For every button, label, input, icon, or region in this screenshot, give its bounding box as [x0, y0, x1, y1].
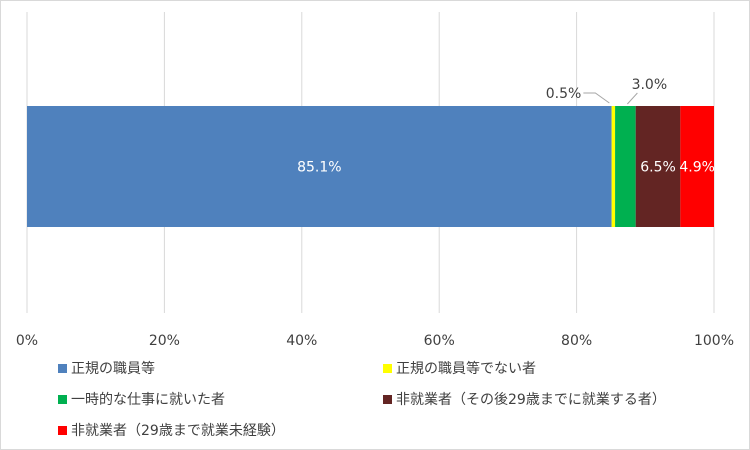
legend: 正規の職員等 正規の職員等でない者 一時的な仕事に就いた者 非就業者（その後29… — [58, 358, 738, 440]
legend-label-temporary: 一時的な仕事に就いた者 — [71, 392, 225, 408]
bar-segment — [615, 106, 636, 227]
legend-item-never-employed: 非就業者（29歳まで就業未経験） — [58, 420, 383, 440]
legend-swatch-temporary — [58, 394, 67, 404]
legend-swatch-never-employed — [58, 425, 67, 435]
legend-swatch-non-regular — [383, 363, 392, 373]
data-label: 0.5% — [546, 86, 582, 102]
data-label: 3.0% — [632, 77, 668, 93]
leader-line — [583, 92, 610, 104]
legend-item-non-employed-later: 非就業者（その後29歳までに就業する者） — [383, 389, 713, 409]
bar-segment — [680, 106, 714, 227]
legend-item-non-regular: 正規の職員等でない者 — [383, 358, 713, 378]
leader-line — [627, 92, 638, 105]
legend-label-non-employed-later: 非就業者（その後29歳までに就業する者） — [396, 392, 666, 408]
x-tick-label: 20% — [149, 333, 180, 349]
data-label: 85.1% — [297, 160, 341, 176]
legend-swatch-non-employed-later — [383, 394, 392, 404]
legend-swatch-regular — [58, 363, 67, 373]
legend-item-regular: 正規の職員等 — [58, 358, 383, 378]
x-tick-label: 0% — [16, 333, 38, 349]
x-tick-label: 80% — [561, 333, 592, 349]
bar-segment — [27, 106, 612, 227]
bar-segment — [611, 106, 616, 227]
x-tick-label: 60% — [424, 333, 455, 349]
x-tick-label: 40% — [286, 333, 317, 349]
legend-label-regular: 正規の職員等 — [71, 361, 155, 377]
legend-item-temporary: 一時的な仕事に就いた者 — [58, 389, 383, 409]
x-tick-label: 100% — [694, 333, 734, 349]
data-label: 4.9% — [679, 160, 715, 176]
bar-segment — [635, 106, 681, 227]
legend-label-never-employed: 非就業者（29歳まで就業未経験） — [71, 423, 285, 439]
legend-label-non-regular: 正規の職員等でない者 — [396, 361, 536, 377]
data-label: 6.5% — [640, 160, 676, 176]
